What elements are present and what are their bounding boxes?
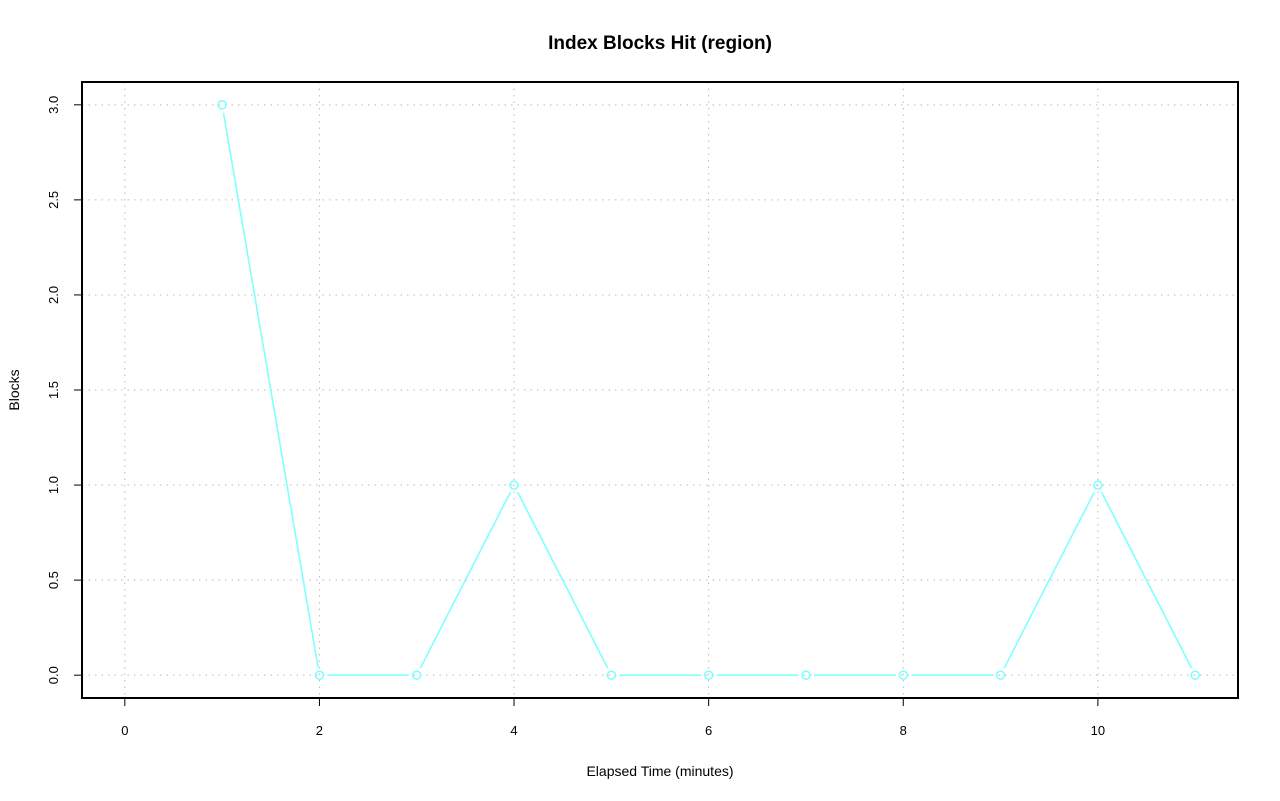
data-point (1093, 480, 1103, 490)
data-point (995, 670, 1006, 680)
series-line-segment (1100, 491, 1193, 669)
data-point (1190, 670, 1200, 680)
data-point (411, 670, 422, 680)
data-point (703, 670, 714, 680)
series-line-segment (222, 112, 319, 668)
y-tick-label: 1.0 (46, 476, 61, 494)
series-line-segment (516, 491, 609, 669)
data-point (509, 480, 519, 490)
y-tick-label: 3.0 (46, 96, 61, 114)
axes: 0 2 4 6 8 10 0.0 0.5 1.0 1.5 2.0 2.5 3.0 (46, 96, 1105, 738)
y-tick-label: 2.0 (46, 286, 61, 304)
x-tick-label: 8 (900, 723, 907, 738)
data-point (606, 670, 617, 680)
x-axis-label: Elapsed Time (minutes) (586, 763, 733, 779)
y-tick-label: 0.5 (46, 571, 61, 589)
x-tick-label: 0 (121, 723, 128, 738)
series-line-segment (419, 491, 512, 669)
series-line-segment (1003, 491, 1095, 669)
data-point (314, 670, 325, 680)
y-tick-label: 0.0 (46, 666, 61, 684)
grid (82, 82, 1238, 698)
y-axis-label: Blocks (6, 369, 22, 410)
chart-title: Index Blocks Hit (region) (548, 33, 772, 54)
y-tick-label: 1.5 (46, 381, 61, 399)
data-point (898, 670, 909, 680)
series (217, 100, 1200, 680)
x-tick-label: 6 (705, 723, 712, 738)
x-tick-label: 4 (510, 723, 517, 738)
data-point (217, 100, 227, 110)
data-point (801, 670, 811, 680)
y-tick-label: 2.5 (46, 191, 61, 209)
x-tick-label: 10 (1091, 723, 1105, 738)
x-tick-label: 2 (316, 723, 323, 738)
